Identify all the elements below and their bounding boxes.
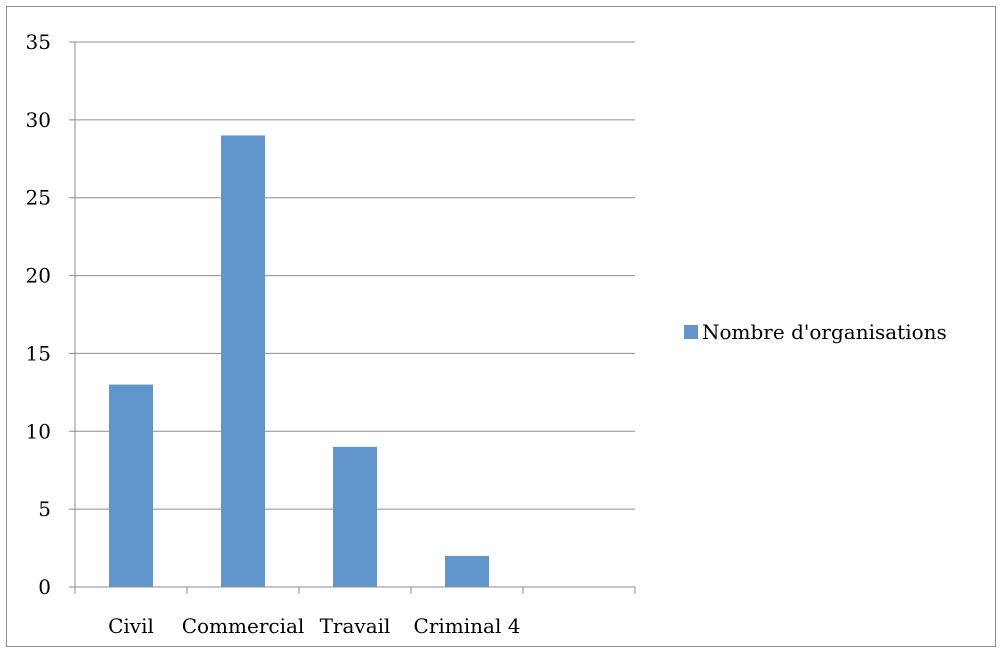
x-tick-label: Travail	[320, 614, 391, 638]
y-tick-label: 15	[26, 341, 51, 365]
y-tick-label: 35	[26, 30, 51, 54]
x-tick-label: Commercial	[182, 614, 305, 638]
legend-label: Nombre d'organisations	[702, 320, 947, 344]
y-axis-tick-labels: 0 5 10 15 20 25 30 35	[26, 30, 51, 599]
legend: Nombre d'organisations	[684, 320, 947, 344]
bar	[445, 555, 489, 587]
bar	[333, 446, 377, 587]
chart-frame	[6, 6, 996, 647]
bar	[221, 135, 265, 587]
y-tick-label: 25	[26, 186, 51, 210]
axes	[69, 41, 636, 594]
bars	[109, 135, 489, 587]
y-tick-label: 5	[38, 497, 51, 521]
y-tick-label: 30	[26, 108, 51, 132]
y-tick-label: 0	[38, 575, 51, 599]
x-tick-label: Civil	[108, 614, 154, 638]
x-axis-tick-labels: Civil Commercial Travail Criminal 4	[108, 614, 520, 638]
bar	[109, 384, 153, 587]
y-tick-label: 20	[26, 264, 51, 288]
gridlines	[75, 41, 635, 510]
x-tick-label: Criminal 4	[414, 614, 521, 638]
legend-swatch	[684, 325, 698, 339]
y-tick-label: 10	[26, 419, 51, 443]
